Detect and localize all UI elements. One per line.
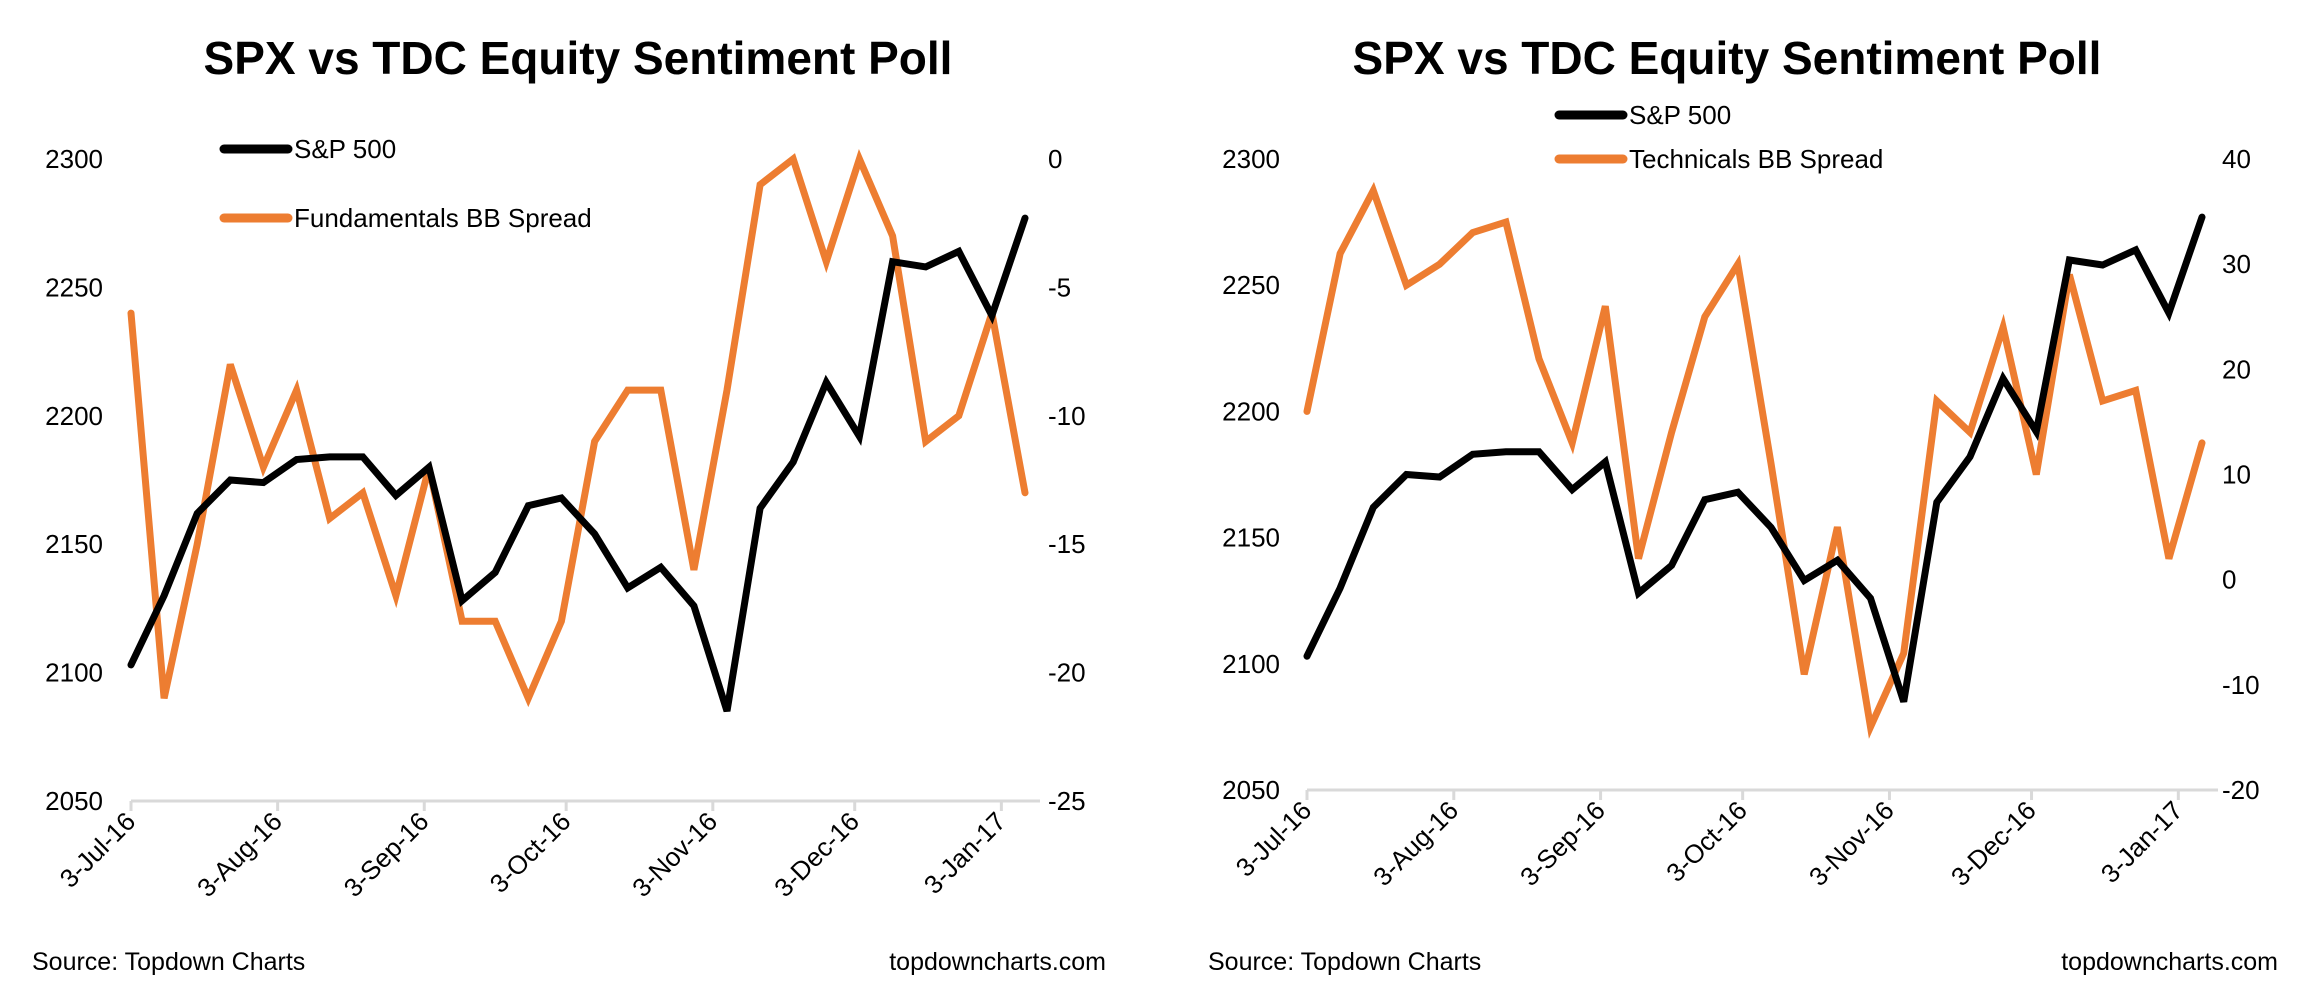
y-left-tick-label: 2250 bbox=[45, 272, 103, 302]
y-left-tick-label: 2200 bbox=[1222, 396, 1280, 426]
series-line-fundamentals-bb-spread bbox=[127, 149, 1029, 708]
chart-title: SPX vs TDC Equity Sentiment Poll bbox=[1353, 32, 2102, 84]
y-right-tick-label: 0 bbox=[2222, 565, 2236, 595]
y-right-tick-label: 20 bbox=[2222, 354, 2251, 384]
series-line-technicals-bb-spread bbox=[1303, 181, 2206, 739]
y-right-tick-label: 30 bbox=[2222, 249, 2251, 279]
x-tick-label: 3-Jul-16 bbox=[1230, 795, 1318, 883]
source-right: Source: Topdown Charts bbox=[1208, 948, 1482, 976]
x-tick-label: 3-Jul-16 bbox=[54, 806, 142, 894]
x-tick-label: 3-Jan-17 bbox=[918, 806, 1012, 900]
series-line-s-p-500 bbox=[127, 214, 1029, 713]
x-tick-label: 3-Aug-16 bbox=[1367, 795, 1464, 892]
y-right-tick-label: -10 bbox=[2222, 670, 2260, 700]
x-tick-label: 3-Dec-16 bbox=[1945, 795, 2042, 892]
x-tick-label: 3-Nov-16 bbox=[626, 806, 723, 903]
legend-label: S&P 500 bbox=[294, 134, 396, 164]
x-tick-label: 3-Jan-17 bbox=[2095, 795, 2189, 889]
y-right-tick-label: -20 bbox=[2222, 775, 2260, 805]
y-right-tick-label: -15 bbox=[1048, 529, 1086, 559]
y-right-tick-label: 0 bbox=[1048, 144, 1062, 174]
watermark-right: topdowncharts.com bbox=[2061, 948, 2278, 976]
legend-label: Fundamentals BB Spread bbox=[294, 203, 592, 233]
y-right-tick-label: -25 bbox=[1048, 786, 1086, 816]
chart-title: SPX vs TDC Equity Sentiment Poll bbox=[204, 32, 953, 84]
y-left-tick-label: 2300 bbox=[45, 144, 103, 174]
legend-label: S&P 500 bbox=[1629, 100, 1731, 130]
series-line-s-p-500 bbox=[1303, 213, 2206, 703]
x-tick-label: 3-Sep-16 bbox=[338, 806, 435, 903]
y-left-tick-label: 2050 bbox=[1222, 775, 1280, 805]
y-right-tick-label: -20 bbox=[1048, 658, 1086, 688]
source-left: Source: Topdown Charts bbox=[32, 948, 306, 976]
y-left-tick-label: 2100 bbox=[45, 658, 103, 688]
x-tick-label: 3-Oct-16 bbox=[484, 806, 577, 899]
watermark-left: topdowncharts.com bbox=[889, 948, 1106, 976]
y-left-tick-label: 2100 bbox=[1222, 649, 1280, 679]
y-left-tick-label: 2150 bbox=[45, 529, 103, 559]
x-tick-label: 3-Sep-16 bbox=[1514, 795, 1611, 892]
legend-label: Technicals BB Spread bbox=[1629, 144, 1883, 174]
x-tick-label: 3-Aug-16 bbox=[191, 806, 288, 903]
y-left-tick-label: 2150 bbox=[1222, 523, 1280, 553]
y-left-tick-label: 2300 bbox=[1222, 144, 1280, 174]
y-left-tick-label: 2050 bbox=[45, 786, 103, 816]
y-left-tick-label: 2250 bbox=[1222, 270, 1280, 300]
y-left-tick-label: 2200 bbox=[45, 401, 103, 431]
y-right-tick-label: -10 bbox=[1048, 401, 1086, 431]
x-tick-label: 3-Nov-16 bbox=[1803, 795, 1900, 892]
x-tick-label: 3-Dec-16 bbox=[768, 806, 865, 903]
y-right-tick-label: -5 bbox=[1048, 272, 1071, 302]
x-tick-label: 3-Oct-16 bbox=[1660, 795, 1753, 888]
y-right-tick-label: 10 bbox=[2222, 460, 2251, 490]
y-right-tick-label: 40 bbox=[2222, 144, 2251, 174]
